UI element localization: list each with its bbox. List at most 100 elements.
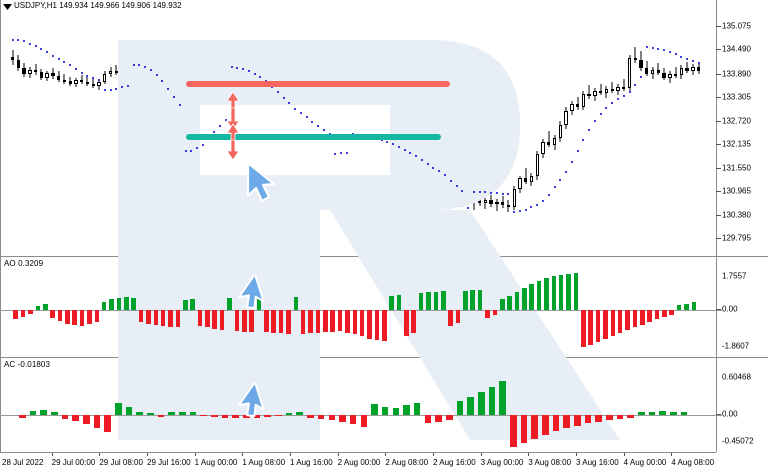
histogram-bar (72, 414, 79, 421)
candlestick (627, 55, 632, 92)
parabolic-sar-dot (46, 51, 49, 54)
parabolic-sar-dot (634, 83, 637, 86)
histogram-bar (520, 414, 528, 443)
histogram-bar (317, 414, 325, 419)
candle-body (691, 67, 695, 71)
candle-body (477, 198, 482, 204)
ao-axis-label: 0.00 (722, 304, 738, 314)
histogram-bar (684, 303, 689, 311)
candlestick (397, 156, 401, 168)
parabolic-sar-dot (86, 74, 89, 77)
chevron-down-icon[interactable] (3, 4, 12, 10)
time-tick-mark (194, 452, 196, 456)
histogram-bar (670, 411, 677, 415)
axis-tick-mark (716, 309, 721, 311)
ac-axis-label: -0.45072 (722, 436, 754, 446)
parabolic-sar-dot (576, 149, 579, 152)
parabolic-sar-dot (190, 149, 193, 152)
chart-header: USDJPY,H1 149.934 149.966 149.906 149.93… (0, 0, 768, 13)
histogram-bar (691, 302, 697, 311)
parabolic-sar-dot (645, 45, 648, 48)
time-axis-label: 29 Jul 16:00 (147, 458, 191, 467)
parabolic-sar-dot (426, 163, 429, 166)
candlestick (368, 147, 372, 158)
axis-tick-mark (716, 167, 721, 169)
histogram-bar (499, 381, 506, 415)
candle-body (610, 89, 614, 92)
parabolic-sar-dot (490, 191, 493, 194)
candlestick (166, 131, 170, 152)
axis-tick-mark (716, 120, 721, 122)
histogram-bar (124, 297, 129, 311)
candlestick (673, 67, 678, 78)
candlestick (143, 95, 147, 122)
time-tick-mark (290, 452, 291, 456)
candlestick (610, 81, 614, 94)
candle-body (443, 188, 447, 202)
candle-body (345, 141, 349, 147)
parabolic-sar-dot (565, 171, 568, 174)
candlestick (356, 145, 361, 159)
histogram-bar (404, 310, 409, 336)
candlestick (351, 141, 355, 155)
candle-body (460, 197, 464, 201)
candlestick (466, 191, 470, 205)
candle-body (627, 57, 632, 89)
parabolic-sar-dot (697, 61, 700, 64)
parabolic-sar-dot (74, 68, 77, 71)
candlestick (535, 151, 539, 180)
candle-body (149, 118, 153, 125)
candle-wick (548, 131, 550, 148)
candle-body (126, 76, 130, 79)
symbol-quote-label: USDJPY,H1 149.934 149.966 149.906 149.93… (14, 1, 182, 10)
histogram-bar (463, 290, 468, 311)
axis-tick-mark (716, 191, 721, 193)
candlestick (189, 99, 193, 113)
parabolic-sar-dot (616, 98, 619, 101)
time-tick-mark (528, 452, 530, 456)
time-axis-label: 3 Aug 00:00 (480, 458, 524, 467)
candlestick (599, 84, 603, 96)
time-axis-label: 4 Aug 00:00 (623, 458, 667, 467)
candlestick (258, 99, 263, 134)
parabolic-sar-dot (622, 94, 625, 97)
candlestick (656, 63, 660, 76)
parabolic-sar-dot (674, 53, 677, 56)
histogram-bar (433, 291, 439, 311)
parabolic-sar-dot (132, 64, 135, 67)
candle-body (431, 176, 436, 181)
candlestick (524, 167, 528, 184)
candle-body (172, 127, 176, 135)
candlestick (114, 65, 118, 76)
cursor-arrow-price (246, 161, 276, 203)
time-tick-mark (51, 452, 53, 456)
candlestick (247, 84, 251, 122)
candle-body (322, 142, 326, 148)
axis-tick-mark (716, 97, 721, 99)
ac-panel-left-border (0, 358, 1, 452)
candle-wick (363, 149, 365, 162)
histogram-bar (249, 310, 254, 333)
candlestick (495, 198, 499, 211)
parabolic-sar-dot (588, 129, 591, 132)
candle-body (103, 73, 107, 82)
time-tick-mark (147, 452, 148, 456)
candlestick (28, 67, 32, 78)
histogram-bar (307, 414, 314, 418)
time-axis-label: 1 Aug 08:00 (242, 458, 286, 467)
parabolic-sar-dot (282, 97, 285, 100)
histogram-bar (529, 284, 534, 311)
price-axis-label: 132.720 (722, 116, 751, 126)
candlestick (385, 155, 389, 167)
candle-body (449, 195, 453, 202)
candlestick (160, 125, 165, 146)
parabolic-sar-dot (628, 91, 631, 94)
candle-body (155, 124, 159, 133)
histogram-bar (544, 278, 549, 311)
parabolic-sar-dot (524, 208, 527, 211)
candlestick (489, 194, 493, 207)
histogram-bar (275, 414, 282, 417)
parabolic-sar-dot (611, 102, 614, 105)
parabolic-sar-dot (288, 102, 291, 105)
histogram-bar (616, 414, 624, 419)
